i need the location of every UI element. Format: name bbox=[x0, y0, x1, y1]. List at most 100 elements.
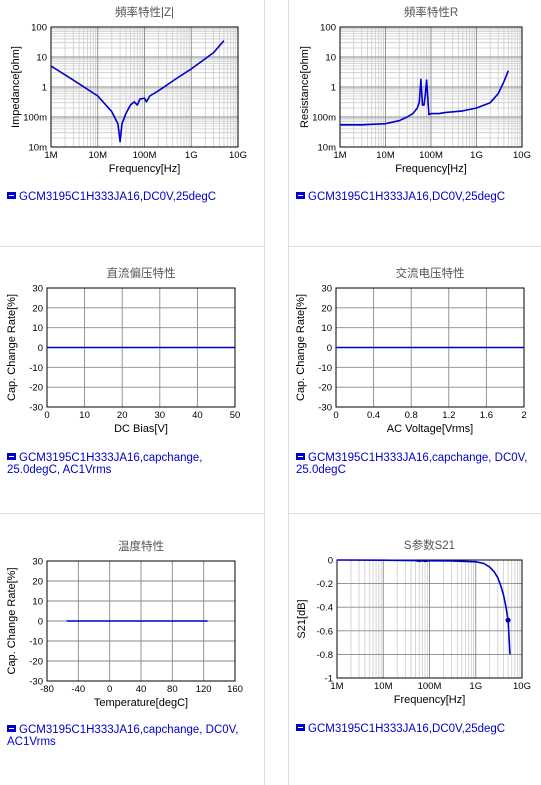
ac-voltage-chart: 交流电压特性 0 0.4 0.8 1.2 1.6 2 30 20 10 0 -10 -20 -30 AC V… bbox=[295, 266, 527, 435]
y-tick-label: 10 bbox=[321, 323, 332, 334]
y-tick-label: 100 bbox=[31, 23, 47, 34]
y-tick-label: 0 bbox=[38, 617, 43, 628]
chart-panel-temperature: 温度特性 -80 -40 0 40 80 120 160 30 20 10 0 -10 -20 -30 Tem… bbox=[0, 530, 264, 780]
y-tick-label: 1 bbox=[331, 83, 336, 94]
x-tick-label: 100M bbox=[133, 150, 157, 161]
x-tick-label: 20 bbox=[117, 410, 128, 421]
x-tick-label: 10G bbox=[229, 150, 247, 161]
y-tick-label: 0 bbox=[328, 556, 333, 567]
x-tick-label: 10M bbox=[374, 681, 393, 692]
chart-title: 交流电压特性 bbox=[396, 266, 465, 280]
y-tick-label: 0 bbox=[327, 343, 332, 354]
column-divider-left bbox=[264, 0, 265, 785]
x-tick-label: 0.8 bbox=[405, 410, 418, 421]
plot-frame bbox=[50, 26, 239, 148]
y-tick-label: 20 bbox=[32, 577, 43, 588]
y-axis-label: Cap. Change Rate[%] bbox=[6, 567, 18, 674]
x-tick-label: 1G bbox=[470, 150, 483, 161]
chart-title: 頻率特性|Z| bbox=[115, 5, 174, 19]
impedance-chart: 頻率特性|Z| 1M 10M 100M 1G 10G 100 10 1 100m 10m Freque… bbox=[10, 5, 247, 175]
x-axis-label: AC Voltage[Vrms] bbox=[387, 423, 473, 435]
x-tick-label: 0.4 bbox=[367, 410, 380, 421]
y-tick-label: -0.4 bbox=[317, 603, 333, 614]
x-tick-label: -80 bbox=[40, 684, 54, 695]
x-tick-label: 10 bbox=[79, 410, 90, 421]
x-axis-label: Temperature[degC] bbox=[94, 697, 188, 709]
y-tick-label: 10m bbox=[29, 143, 48, 154]
y-tick-label: 10 bbox=[32, 323, 43, 334]
x-tick-label: 1G bbox=[185, 150, 198, 161]
chart-title: 頻率特性R bbox=[404, 5, 458, 19]
y-tick-label: -30 bbox=[318, 403, 332, 414]
y-tick-label: -1 bbox=[325, 674, 333, 685]
temperature-chart: 温度特性 -80 -40 0 40 80 120 160 30 20 10 0 -10 -20 -30 Tem… bbox=[6, 539, 243, 709]
x-tick-label: 1M bbox=[333, 150, 346, 161]
chart-panel-resistance: 頻率特性R 1M 10M 100M 1G 10G 100 10 1 100m 10m Frequenc… bbox=[289, 0, 541, 246]
column-divider-right bbox=[288, 0, 289, 785]
x-tick-label: 10M bbox=[376, 150, 395, 161]
legend-swatch-icon bbox=[7, 192, 16, 199]
y-tick-label: 20 bbox=[321, 303, 332, 314]
y-tick-label: 20 bbox=[32, 303, 43, 314]
x-tick-label: 1M bbox=[44, 150, 57, 161]
x-axis-label: DC Bias[V] bbox=[114, 423, 168, 435]
x-tick-label: 1.6 bbox=[480, 410, 493, 421]
x-tick-label: 100M bbox=[418, 681, 442, 692]
legend-item[interactable]: GCM3195C1H333JA16,DC0V,25degC bbox=[296, 723, 536, 735]
row-divider-2-left bbox=[0, 513, 264, 514]
dc-bias-chart: 直流偏压特性 0 10 20 30 40 50 30 20 10 0 -10 -20 -30 DC Bias… bbox=[6, 266, 240, 435]
legend-label: GCM3195C1H333JA16,capchange, DC0V, AC1Vr… bbox=[7, 724, 239, 748]
y-tick-label: -0.6 bbox=[317, 626, 333, 637]
chart-title: 直流偏压特性 bbox=[107, 266, 176, 280]
y-tick-label: 100m bbox=[312, 113, 336, 124]
legend-item[interactable]: GCM3195C1H333JA16,capchange, DC0V, 25.0d… bbox=[296, 452, 536, 476]
legend-item[interactable]: GCM3195C1H333JA16,capchange, 25.0degC, A… bbox=[7, 452, 222, 476]
x-axis-label: Frequency[Hz] bbox=[394, 694, 466, 706]
chart-title: S参数S21 bbox=[404, 538, 455, 552]
resistance-chart: 頻率特性R 1M 10M 100M 1G 10G 100 10 1 100m 10m Frequenc… bbox=[299, 5, 531, 175]
y-axis-label: S21[dB] bbox=[296, 599, 308, 638]
y-tick-label: 0 bbox=[38, 343, 43, 354]
y-axis-label: Cap. Change Rate[%] bbox=[6, 294, 18, 401]
x-tick-label: 100M bbox=[419, 150, 443, 161]
y-tick-label: 30 bbox=[321, 284, 332, 295]
legend-label: GCM3195C1H333JA16,DC0V,25degC bbox=[308, 191, 506, 203]
row-divider-1-right bbox=[288, 246, 541, 247]
x-tick-label: 0 bbox=[44, 410, 49, 421]
y-tick-label: -10 bbox=[29, 637, 43, 648]
y-tick-label: -10 bbox=[29, 363, 43, 374]
y-tick-label: 100m bbox=[23, 113, 47, 124]
legend-label: GCM3195C1H333JA16,DC0V,25degC bbox=[308, 723, 506, 735]
x-axis-label: Frequency[Hz] bbox=[395, 163, 467, 175]
legend-swatch-icon bbox=[296, 453, 305, 460]
y-tick-label: 1 bbox=[42, 83, 47, 94]
x-tick-label: 120 bbox=[196, 684, 212, 695]
y-tick-label: -30 bbox=[29, 677, 43, 688]
legend-item[interactable]: GCM3195C1H333JA16,capchange, DC0V, AC1Vr… bbox=[7, 724, 257, 748]
y-tick-label: -30 bbox=[29, 403, 43, 414]
legend-item[interactable]: GCM3195C1H333JA16,DC0V,25degC bbox=[7, 191, 257, 203]
legend-item[interactable]: GCM3195C1H333JA16,DC0V,25degC bbox=[296, 191, 536, 203]
series-line bbox=[340, 70, 510, 126]
s21-chart: S参数S21 1M 10M 100M 1G 10G 0 -0.2 -0.4 -0.6 -0.8 -1 F… bbox=[296, 538, 531, 706]
x-tick-label: 40 bbox=[136, 684, 147, 695]
x-tick-label: 80 bbox=[167, 684, 178, 695]
y-tick-label: -10 bbox=[318, 363, 332, 374]
x-tick-label: 40 bbox=[192, 410, 203, 421]
y-tick-label: 30 bbox=[32, 557, 43, 568]
y-tick-label: 10 bbox=[36, 53, 47, 64]
chart-panel-dc-bias: 直流偏压特性 0 10 20 30 40 50 30 20 10 0 -10 -20 -30 DC Bias… bbox=[0, 258, 264, 508]
x-tick-label: 1G bbox=[469, 681, 482, 692]
x-tick-label: 0 bbox=[333, 410, 338, 421]
chart-panel-s21: S参数S21 1M 10M 100M 1G 10G 0 -0.2 -0.4 -0.6 -0.8 -1 F… bbox=[289, 530, 541, 780]
y-tick-label: -20 bbox=[318, 383, 332, 394]
plot-frame bbox=[339, 26, 523, 148]
legend-label: GCM3195C1H333JA16,DC0V,25degC bbox=[19, 191, 217, 203]
chart-panel-ac-voltage: 交流电压特性 0 0.4 0.8 1.2 1.6 2 30 20 10 0 -10 -20 -30 AC V… bbox=[289, 258, 541, 508]
x-tick-label: 10G bbox=[513, 150, 531, 161]
x-tick-label: 2 bbox=[521, 410, 526, 421]
series-line bbox=[50, 40, 225, 143]
x-tick-label: 1M bbox=[330, 681, 343, 692]
legend-swatch-icon bbox=[296, 724, 305, 731]
y-tick-label: 10 bbox=[32, 597, 43, 608]
